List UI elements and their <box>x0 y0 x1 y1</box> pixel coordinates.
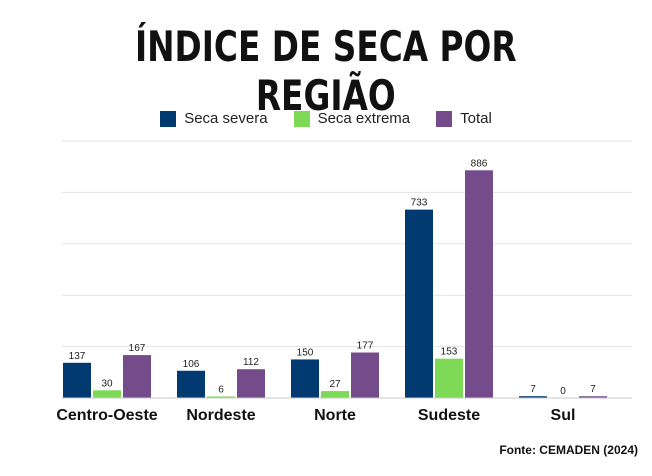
data-label-seca-extrema-norte: 27 <box>329 379 341 390</box>
legend-item-seca-severa: Seca severa <box>160 110 268 127</box>
bar-seca-severa-sul <box>519 396 547 398</box>
legend: Seca severa Seca extrema Total <box>0 110 652 127</box>
bar-total-sudeste <box>465 170 493 398</box>
data-label-total-sul: 7 <box>590 384 596 395</box>
bar-total-centro-oeste <box>123 355 151 398</box>
category-label-sul: Sul <box>551 407 576 424</box>
bar-seca-extrema-centro-oeste <box>93 390 121 398</box>
legend-swatch-seca-extrema <box>293 110 310 127</box>
data-label-seca-extrema-centro-oeste: 30 <box>101 378 113 389</box>
bar-total-sul <box>579 396 607 398</box>
bar-seca-severa-centro-oeste <box>63 362 91 398</box>
legend-label-seca-severa: Seca severa <box>184 110 268 127</box>
bar-total-nordeste <box>237 369 265 398</box>
data-label-seca-severa-norte: 150 <box>297 347 314 358</box>
data-label-total-nordeste: 112 <box>243 357 259 368</box>
bar-seca-extrema-nordeste <box>207 396 235 398</box>
legend-swatch-seca-severa <box>160 110 177 127</box>
data-label-seca-severa-centro-oeste: 137 <box>69 351 86 362</box>
data-label-seca-severa-sul: 7 <box>530 384 536 395</box>
legend-label-seca-extrema: Seca extrema <box>317 110 411 127</box>
bar-seca-extrema-norte <box>321 391 349 398</box>
legend-label-total: Total <box>460 110 492 127</box>
category-label-nordeste: Nordeste <box>186 407 255 424</box>
bar-seca-extrema-sudeste <box>435 358 463 398</box>
category-label-sudeste: Sudeste <box>418 407 480 424</box>
data-label-seca-severa-sudeste: 733 <box>411 198 428 209</box>
category-label-norte: Norte <box>314 407 356 424</box>
legend-swatch-total <box>436 110 453 127</box>
data-label-total-norte: 177 <box>357 341 374 352</box>
data-label-seca-extrema-sudeste: 153 <box>441 347 458 358</box>
chart-title: ÍNDICE DE SECA POR REGIÃO <box>134 22 517 120</box>
legend-item-total: Total <box>436 110 492 127</box>
data-label-total-centro-oeste: 167 <box>129 343 146 354</box>
data-label-seca-extrema-nordeste: 6 <box>218 384 224 395</box>
bar-total-norte <box>351 352 379 398</box>
source-note: Fonte: CEMADEN (2024) <box>499 443 638 457</box>
bar-seca-severa-sudeste <box>405 209 433 398</box>
bar-seca-severa-nordeste <box>177 370 205 398</box>
legend-item-seca-extrema: Seca extrema <box>293 110 411 127</box>
data-label-seca-severa-nordeste: 106 <box>183 359 200 370</box>
data-label-total-sudeste: 886 <box>471 158 488 169</box>
data-label-seca-extrema-sul: 0 <box>560 386 566 397</box>
category-label-centro-oeste: Centro-Oeste <box>56 407 157 424</box>
bar-seca-severa-norte <box>291 359 319 398</box>
